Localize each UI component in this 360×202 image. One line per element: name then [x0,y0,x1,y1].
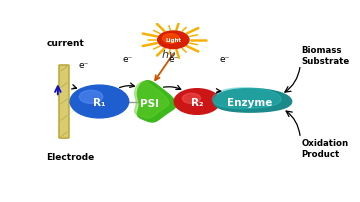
Text: Electrode: Electrode [46,152,95,161]
Text: Light: Light [165,38,181,43]
Text: e⁻: e⁻ [169,55,179,64]
Circle shape [158,32,189,49]
Text: current: current [46,39,84,48]
Polygon shape [213,89,292,113]
Polygon shape [135,82,169,118]
Text: Biomass
Substrate: Biomass Substrate [302,45,350,65]
Circle shape [70,86,129,118]
Circle shape [174,89,220,115]
Text: e⁻: e⁻ [220,55,230,64]
Text: $h\nu$: $h\nu$ [161,48,176,60]
Circle shape [79,91,103,104]
Text: Enzyme: Enzyme [228,97,273,107]
Text: Oxidation
Product: Oxidation Product [302,139,349,159]
Circle shape [162,35,179,44]
Polygon shape [138,81,176,122]
Polygon shape [212,88,281,109]
Text: R₁: R₁ [93,97,105,107]
Text: R₂: R₂ [191,97,203,107]
Text: e⁻: e⁻ [78,60,89,69]
FancyBboxPatch shape [59,66,69,138]
Text: PSI: PSI [140,99,159,108]
Circle shape [182,94,201,104]
Text: e⁻: e⁻ [122,55,132,64]
